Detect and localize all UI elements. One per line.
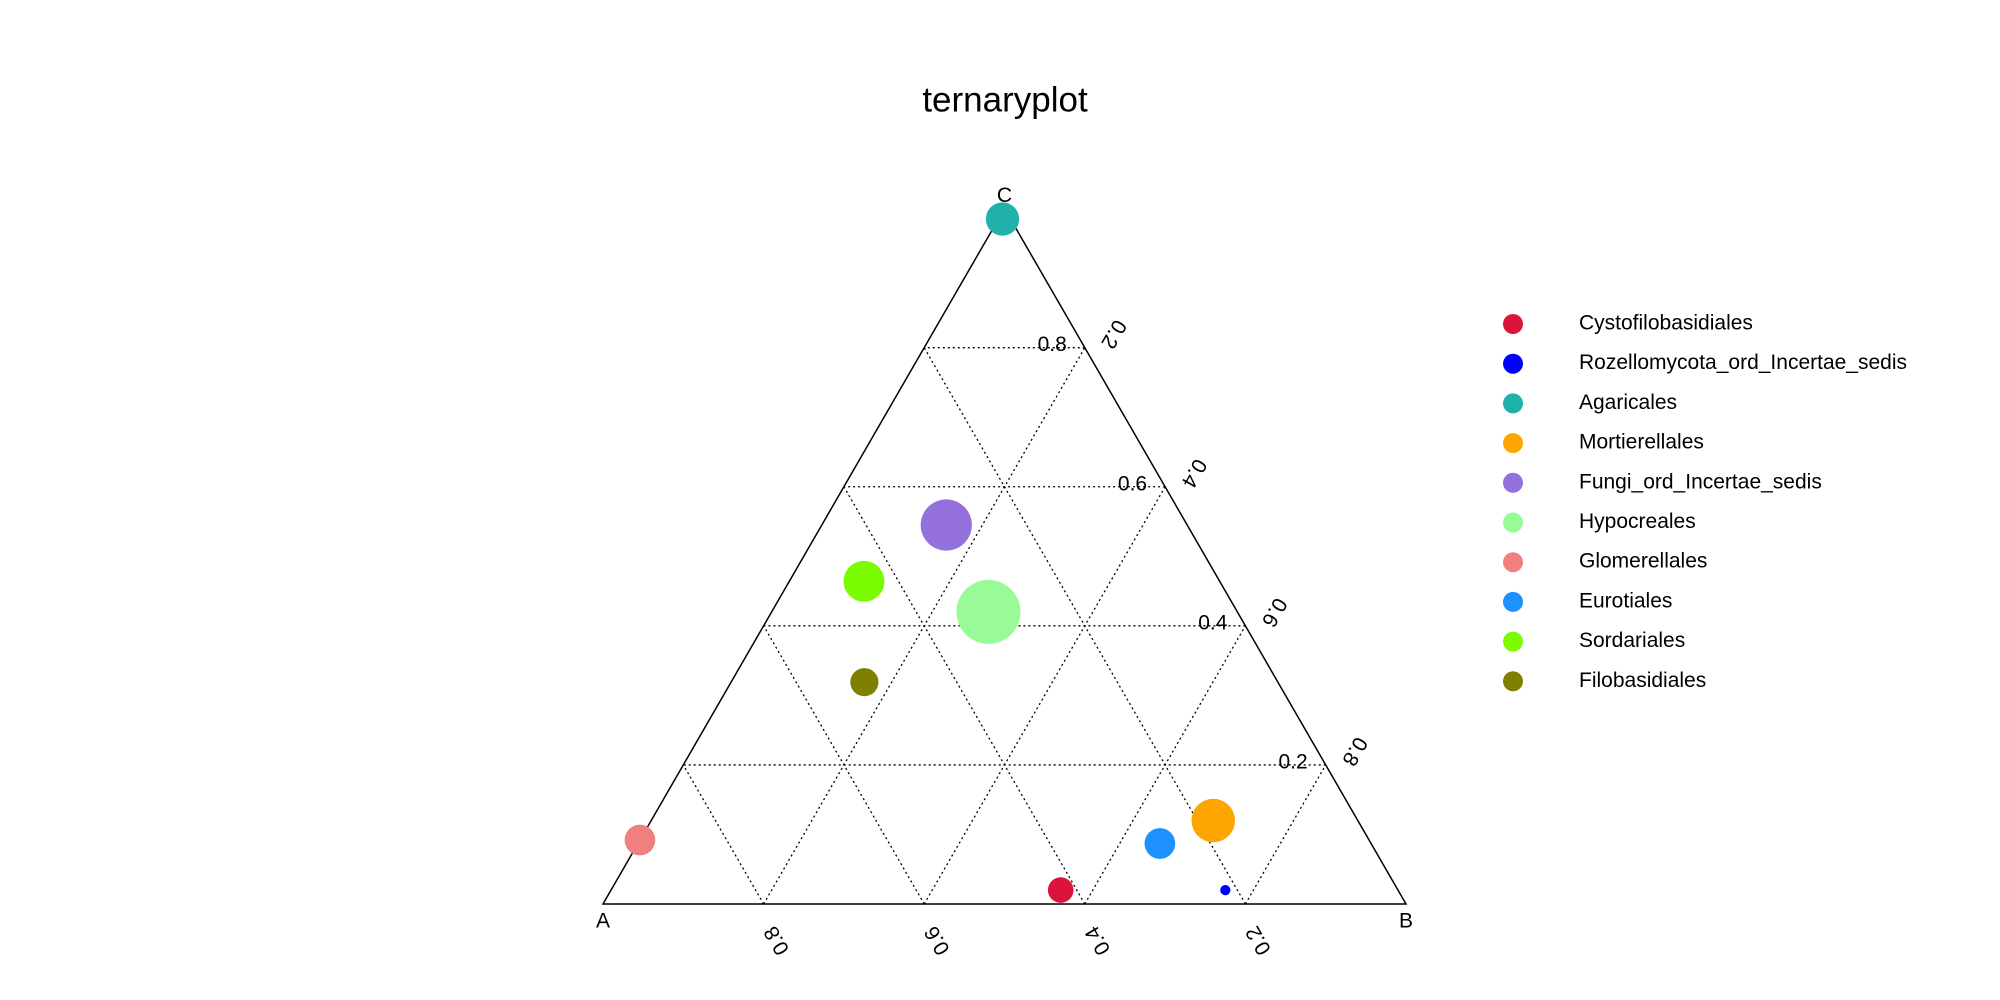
- grid-line: [1084, 625, 1246, 905]
- legend-label: Rozellomycota_ord_Incertae_sedis: [1579, 351, 1907, 374]
- vertex-label: A: [596, 910, 610, 933]
- a-tick-label: 0.8: [760, 922, 795, 959]
- c-tick-label: 0.8: [1038, 333, 1067, 356]
- c-tick-label: 0.2: [1278, 750, 1307, 773]
- grid-line: [682, 764, 765, 905]
- b-tick-label: 0.6: [1257, 594, 1292, 631]
- b-tick-label: 0.4: [1177, 455, 1212, 492]
- legend-marker: [1503, 591, 1523, 612]
- grid-line: [843, 486, 1086, 905]
- grid-line: [923, 486, 1166, 905]
- vertex-label: B: [1399, 910, 1413, 933]
- vertex-label: C: [997, 184, 1012, 207]
- bubble: [956, 579, 1021, 644]
- legend-marker: [1503, 353, 1523, 374]
- c-tick-label: 0.6: [1118, 472, 1147, 495]
- legend-marker: [1503, 631, 1523, 652]
- bubble: [1047, 877, 1074, 903]
- grid-line: [763, 625, 925, 905]
- legend-label: Fungi_ord_Incertae_sedis: [1579, 470, 1822, 493]
- triangle-frame: [601, 207, 1408, 905]
- bubble: [624, 824, 656, 856]
- b-tick-label: 0.2: [1096, 316, 1131, 353]
- legend-marker: [1503, 671, 1523, 692]
- bubble: [985, 202, 1020, 236]
- legend-marker: [1503, 512, 1523, 533]
- legend-marker: [1503, 472, 1523, 493]
- a-tick-label: 0.6: [920, 922, 955, 959]
- legend-marker: [1503, 393, 1523, 414]
- legend-label: Mortierellales: [1579, 431, 1704, 454]
- legend-label: Glomerellales: [1579, 550, 1707, 573]
- chart-title: ternaryplot: [922, 80, 1088, 119]
- bubble: [1220, 884, 1231, 896]
- legend-marker: [1503, 314, 1523, 334]
- a-tick-label: 0.4: [1081, 922, 1116, 959]
- legend-label: Agaricales: [1579, 391, 1677, 414]
- legend-marker: [1503, 552, 1523, 573]
- legend-marker: [1503, 433, 1523, 454]
- bubble: [843, 560, 885, 602]
- c-tick-label: 0.4: [1198, 611, 1228, 634]
- bubble: [920, 499, 972, 551]
- legend-label: Sordariales: [1579, 629, 1685, 652]
- grid-line: [1244, 764, 1327, 905]
- legend-label: Eurotiales: [1579, 589, 1672, 612]
- legend-label: Cystofilobasidiales: [1579, 312, 1753, 335]
- b-tick-label: 0.8: [1337, 733, 1372, 770]
- a-tick-label: 0.2: [1241, 922, 1276, 959]
- bubble: [1144, 828, 1176, 859]
- bubble: [1191, 798, 1236, 843]
- bubble: [850, 668, 879, 697]
- legend-label: Filobasidiales: [1579, 669, 1706, 692]
- legend-label: Hypocreales: [1579, 510, 1696, 533]
